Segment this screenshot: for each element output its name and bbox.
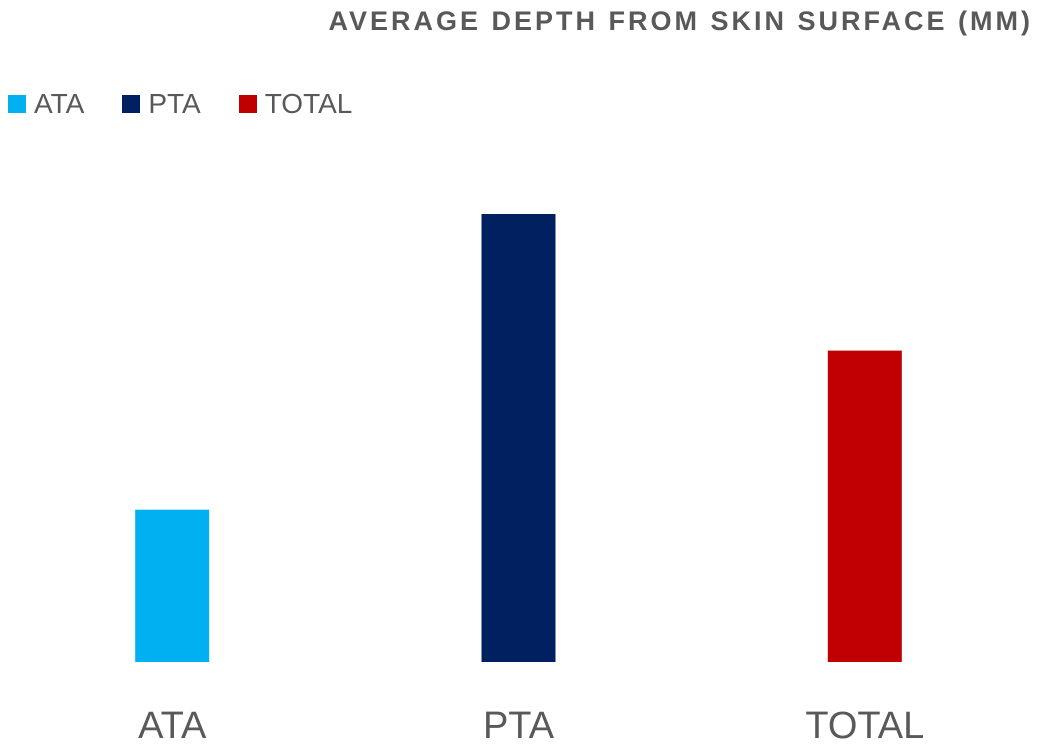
bar-total [827, 350, 902, 662]
category-axis-labels: ATA PTA TOTAL [138, 705, 924, 747]
legend-label-total: TOTAL [264, 88, 353, 119]
bar-pta [481, 214, 556, 662]
legend-item-ata: ATA [8, 88, 84, 120]
chart-legend: ATA PTA TOTAL [8, 88, 352, 120]
chart-title: AVERAGE DEPTH FROM SKIN SURFACE (MM) [328, 6, 1033, 36]
x-tick-label-pta: PTA [483, 705, 555, 747]
legend-label-ata: ATA [34, 88, 85, 119]
legend-item-pta: PTA [122, 88, 201, 120]
bar-group [135, 214, 902, 662]
legend-label-pta: PTA [148, 88, 201, 119]
bar-ata [135, 509, 210, 662]
x-tick-label-total: TOTAL [805, 705, 924, 747]
legend-swatch-pta [122, 95, 141, 113]
legend-swatch-ata [8, 95, 26, 113]
legend-item-total: TOTAL [238, 88, 353, 120]
legend-swatch-total [238, 95, 257, 113]
x-tick-label-ata: ATA [138, 705, 207, 747]
